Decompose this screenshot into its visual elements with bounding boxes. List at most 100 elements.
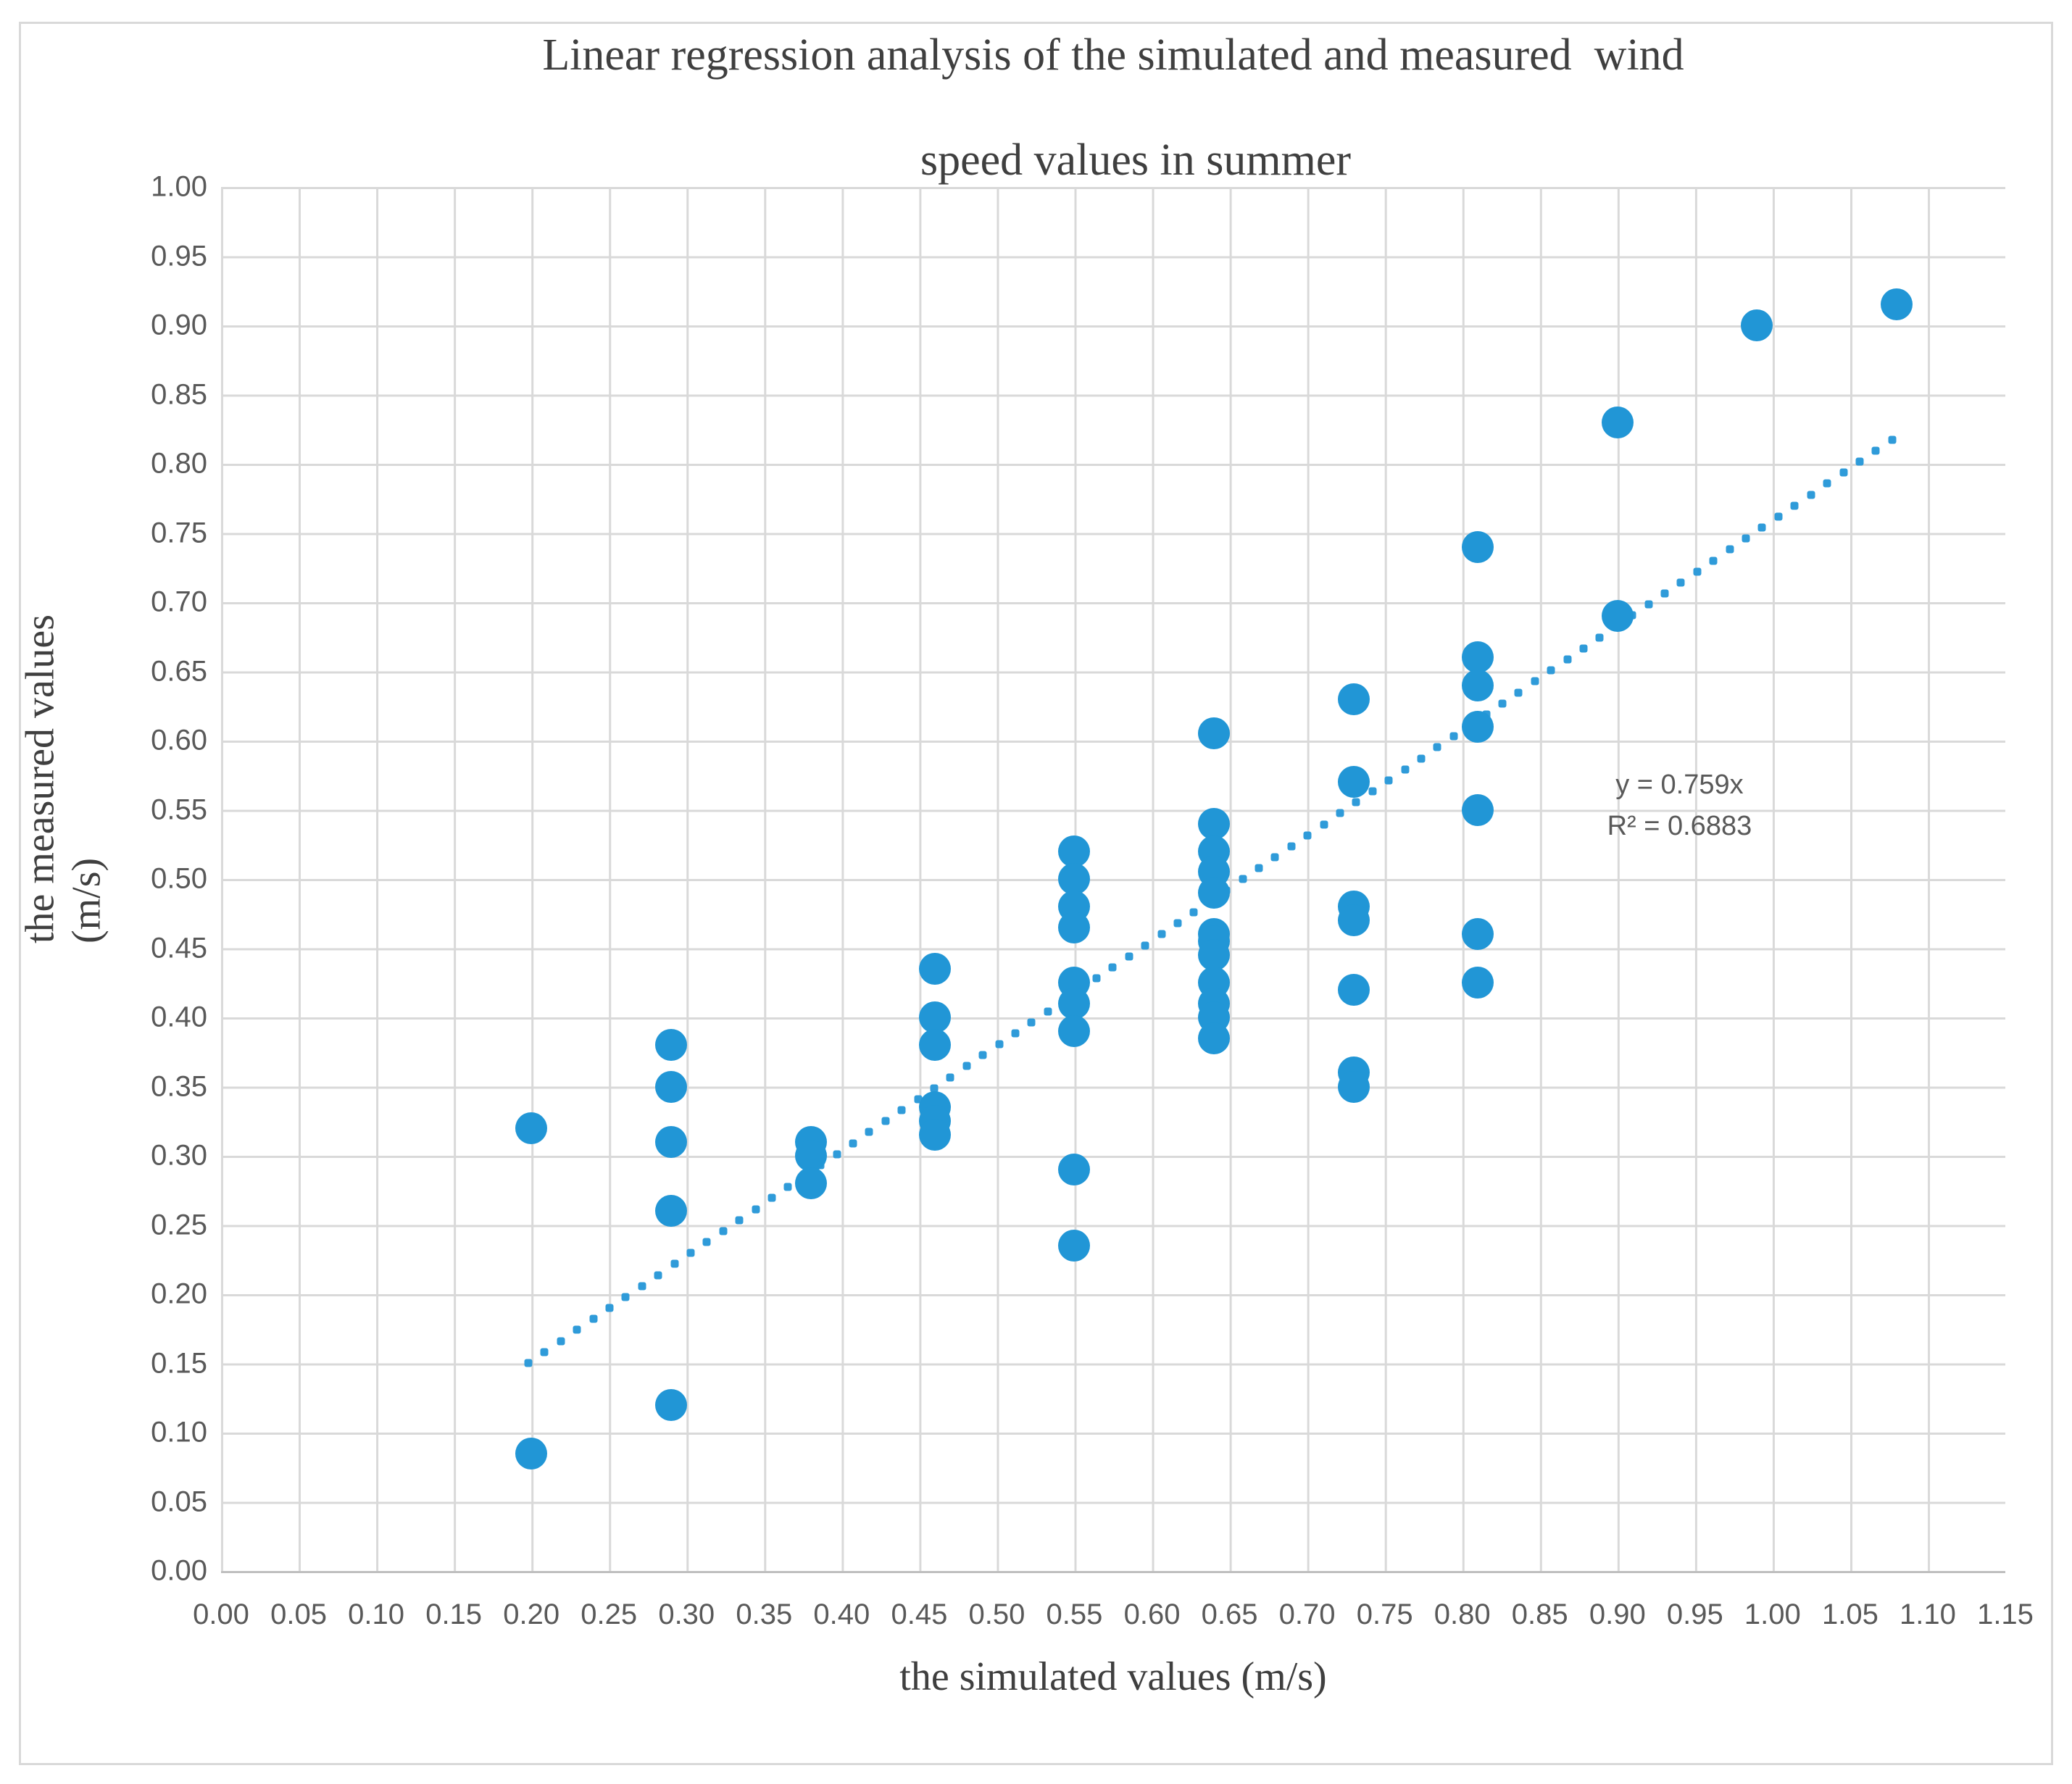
trend-line-dot [540,1348,549,1356]
x-tick-label: 1.15 [1977,1598,2034,1630]
x-tick-label: 0.25 [581,1598,638,1630]
trend-line-dot [1141,941,1149,949]
y-tick-label: 0.05 [151,1485,207,1517]
x-tick-label: 0.05 [270,1598,327,1630]
trendline-r-squared: R² = 0.6883 [1607,810,1752,841]
trend-line-dot [1108,963,1117,972]
trend-line-dot [865,1127,873,1136]
data-point [1337,904,1370,937]
trend-line-dot [557,1337,565,1346]
trend-line-dot [1579,644,1588,653]
trend-line-dot [1514,688,1523,697]
trend-line-dot [978,1051,987,1059]
data-point [654,1070,687,1103]
trend-line-dot [702,1238,711,1246]
data-point [918,953,951,985]
data-point [1462,710,1494,743]
x-tick-label: 0.70 [1278,1598,1336,1630]
trend-line-dot [1790,501,1799,510]
trend-line-dot [1823,479,1831,488]
x-tick-label: 0.95 [1666,1598,1723,1630]
trend-line-dot [1709,557,1718,565]
data-point [1462,918,1494,951]
trend-line-dot [1595,633,1604,642]
chart-title-line1: Linear regression analysis of the simula… [542,30,1684,80]
data-point [1601,406,1634,438]
data-point [515,1437,548,1470]
data-point [794,1140,827,1172]
trend-line-dot [1563,655,1572,664]
trend-line-dot [1173,919,1182,928]
trend-line-dot [654,1271,662,1280]
y-tick-label: 0.45 [151,932,207,964]
trend-line-dot [962,1062,971,1070]
trend-line-dot [1839,468,1847,477]
trend-line-dot [1011,1029,1020,1038]
trend-line-dot [524,1359,533,1367]
y-tick-label: 0.10 [151,1416,207,1449]
x-tick-label: 0.55 [1046,1598,1103,1630]
data-point [1058,1154,1091,1186]
data-point [1337,683,1370,715]
y-tick-label: 0.80 [151,447,207,480]
data-point [654,1195,687,1227]
trend-line-dot [638,1282,646,1291]
trend-line-dot [1742,534,1750,543]
trend-line-dot [1693,567,1702,576]
trend-line-dot [1255,864,1263,872]
data-point [515,1112,548,1144]
trend-line-dot [1027,1018,1036,1027]
trend-line-dot [946,1073,954,1082]
trend-line-dot [1660,589,1669,598]
data-point [1058,1230,1091,1262]
x-tick-label: 0.15 [425,1598,483,1630]
data-point [1198,717,1231,750]
trend-line-dot [1417,754,1426,763]
trend-line-dot [914,1095,923,1104]
y-tick-label: 0.60 [151,724,207,756]
data-point [1198,877,1231,909]
data-point [1058,911,1091,943]
data-point [1058,835,1091,867]
trend-line-dot [930,1084,939,1093]
trend-line-dot [686,1249,695,1257]
trend-line-dot [1676,578,1685,587]
plot-area: y = 0.759x R² = 0.6883 [221,187,2005,1573]
trend-line-dot [1871,446,1880,455]
trend-line-dot [1807,491,1815,499]
trend-line-dot [573,1325,581,1334]
chart-title: Linear regression analysis of the simula… [221,29,2005,239]
chart-title-line2: speed values in summer [920,136,1352,186]
y-tick-label: 0.30 [151,1139,207,1172]
data-point [918,1119,951,1151]
trend-line-dot [783,1183,792,1191]
trend-line-dot [1368,787,1377,796]
y-tick-label: 0.25 [151,1209,207,1241]
trend-line-dot [621,1293,630,1301]
x-tick-label: 0.85 [1511,1598,1568,1630]
trend-line-dot [1757,523,1766,532]
data-point [1337,973,1370,1006]
trend-line-dot [1336,809,1344,817]
y-tick-label: 0.65 [151,655,207,687]
data-point [1058,863,1091,895]
trend-line-dot [1726,545,1734,554]
trend-line-dot [1888,435,1897,444]
trend-line-dot [767,1193,776,1202]
trend-line-dot [605,1304,614,1312]
y-tick-label: 1.00 [151,170,207,203]
y-tick-label: 0.85 [151,378,207,410]
trendline-annotation: y = 0.759x R² = 0.6883 [1607,764,1752,847]
data-point [1881,288,1913,321]
x-tick-label: 0.65 [1201,1598,1258,1630]
trend-line-dot [1303,831,1312,840]
x-tick-label: 0.10 [348,1598,405,1630]
x-tick-label: 0.45 [891,1598,948,1630]
y-tick-label: 0.15 [151,1347,207,1379]
trend-line-dot [1157,930,1166,938]
x-axis-title: the simulated values (m/s) [899,1654,1327,1699]
x-tick-label: 0.35 [736,1598,793,1630]
x-tick-label: 0.20 [503,1598,560,1630]
data-point [918,1001,951,1033]
